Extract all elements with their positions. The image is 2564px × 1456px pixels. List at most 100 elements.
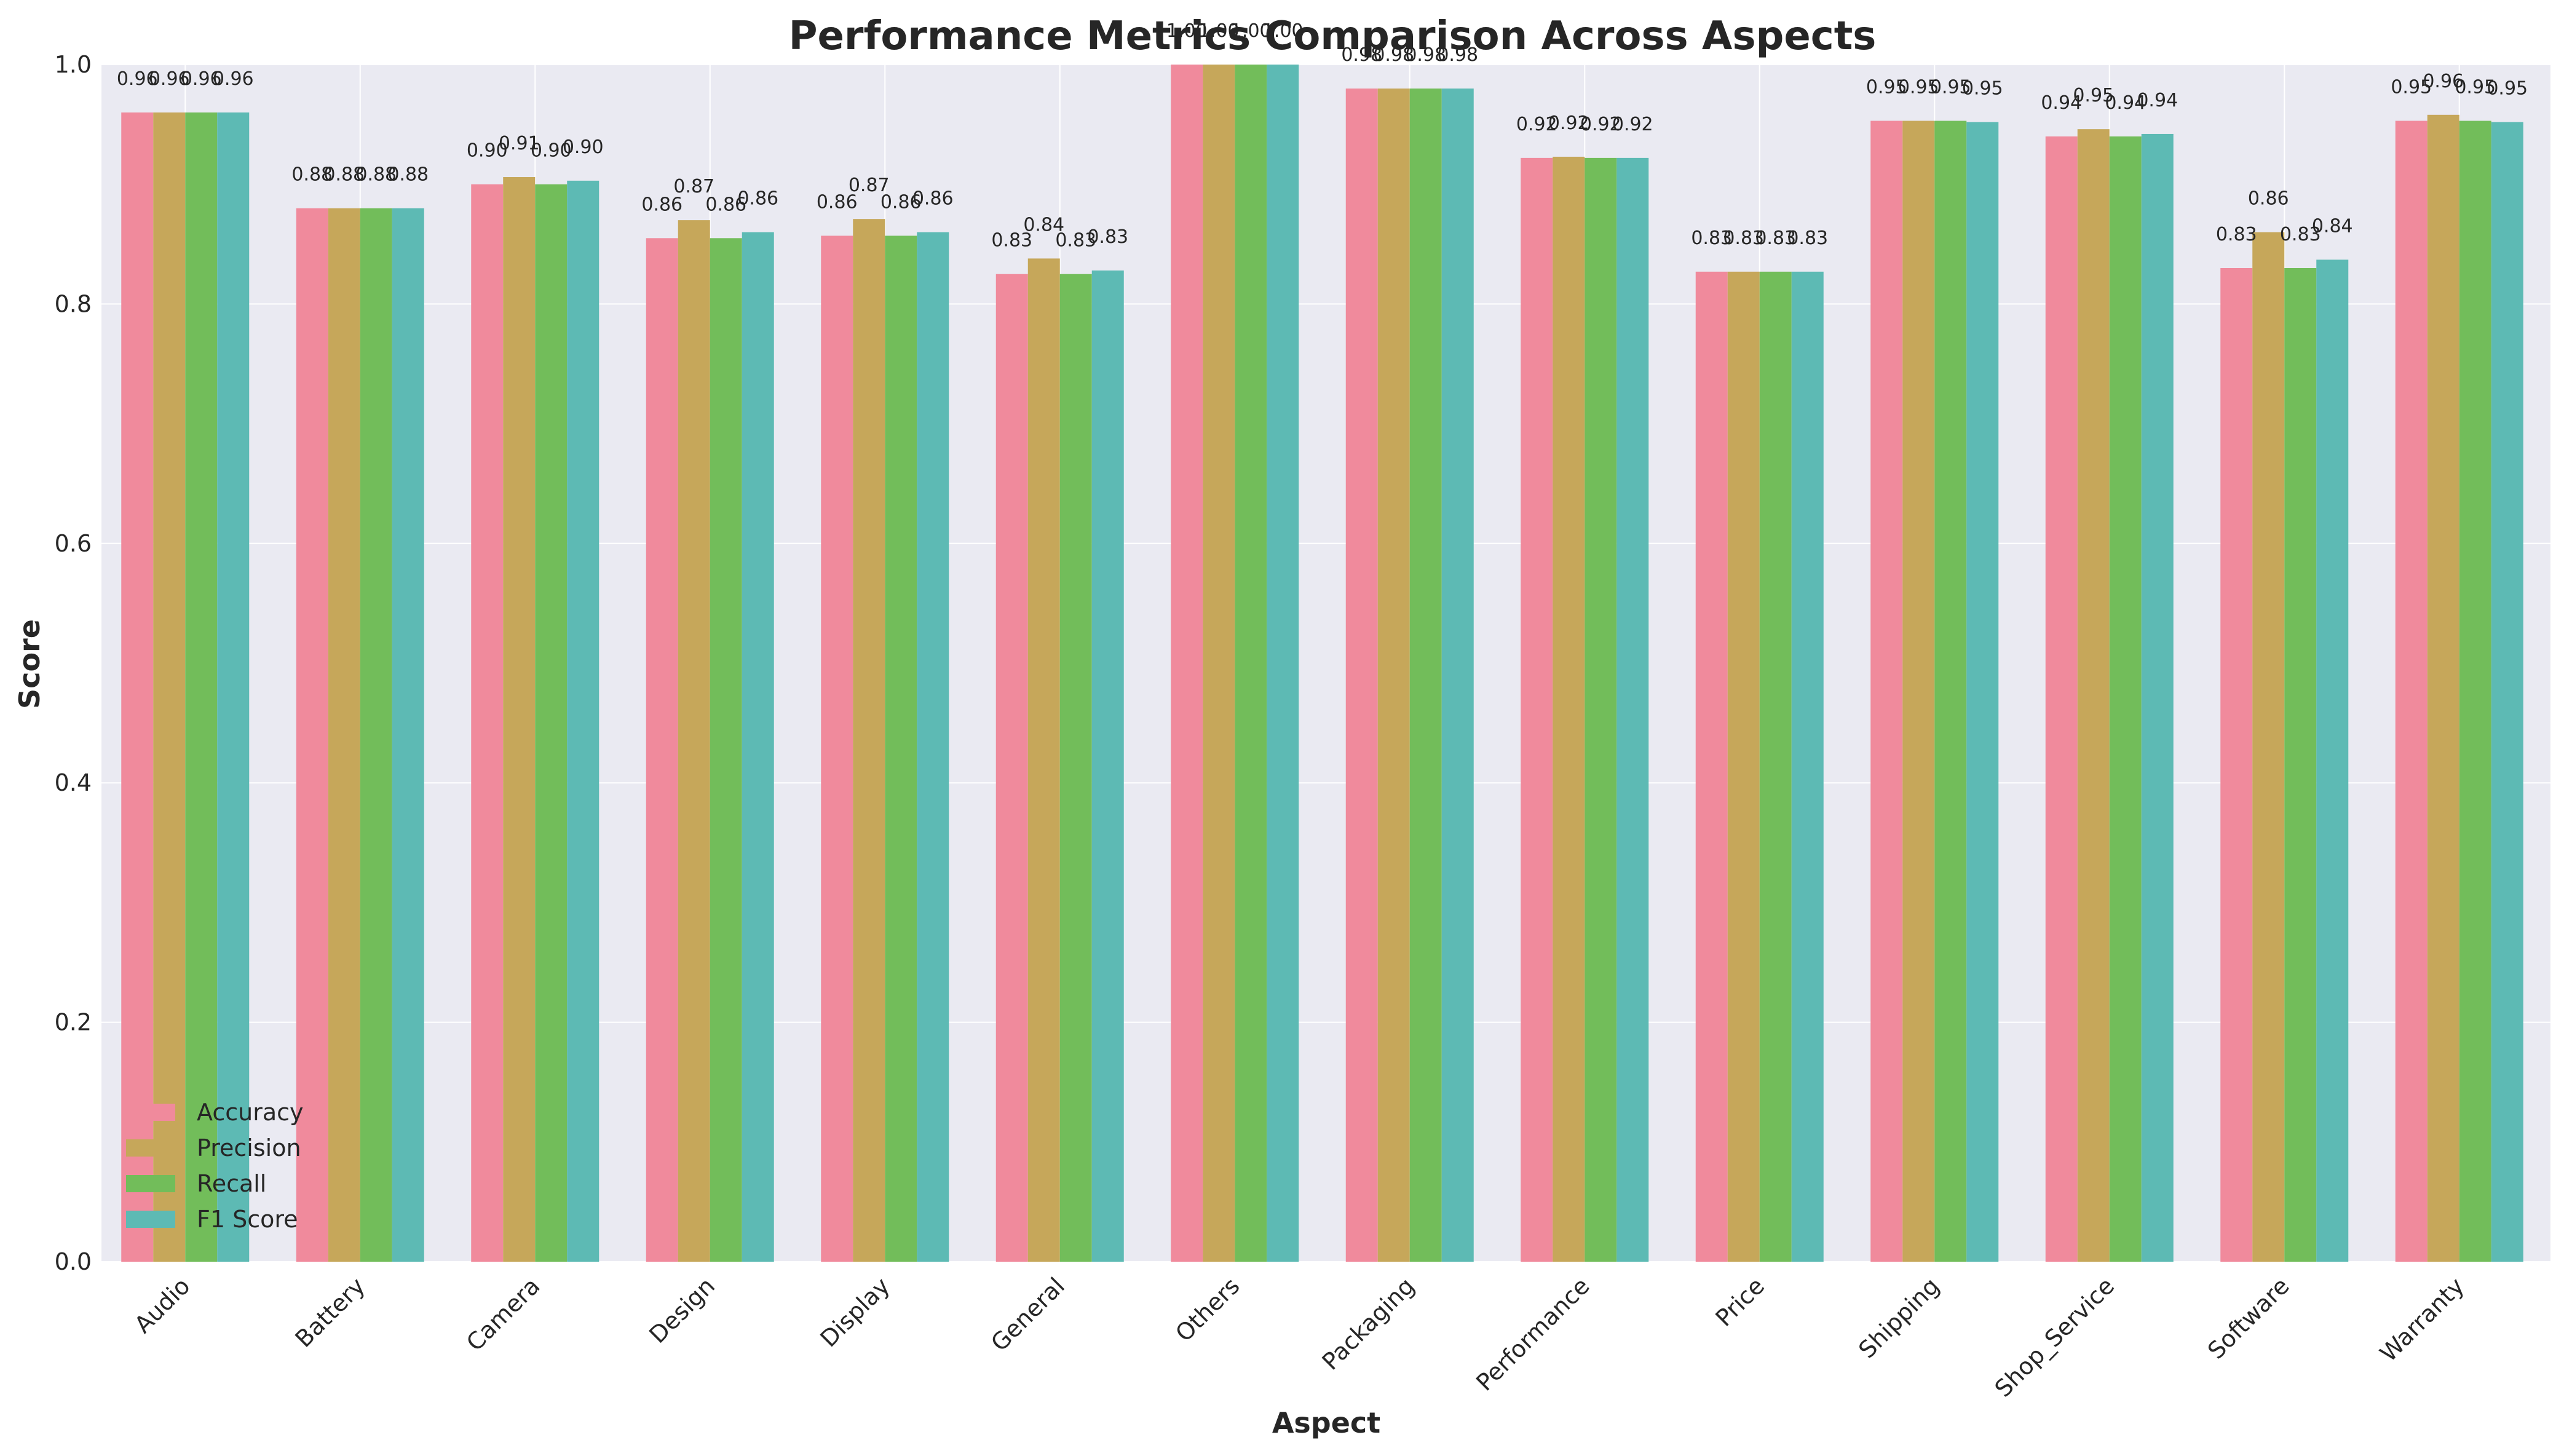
data-label: 1.00 — [1230, 20, 1272, 42]
legend-label: Precision — [197, 1134, 301, 1161]
legend-label: F1 Score — [197, 1206, 298, 1233]
bar-accuracy-others — [1171, 65, 1203, 1262]
data-label: 0.86 — [705, 194, 746, 215]
bar-recall-packaging — [1409, 88, 1442, 1262]
data-label: 0.88 — [291, 164, 333, 186]
data-label: 0.95 — [2455, 77, 2496, 98]
data-label: 0.96 — [2423, 71, 2464, 92]
data-label: 0.83 — [1087, 226, 1128, 248]
bar-recall-design — [710, 238, 742, 1262]
bar-recall-warranty — [2459, 121, 2491, 1262]
data-label: 0.96 — [149, 68, 190, 90]
legend-label: Recall — [197, 1170, 266, 1197]
data-label: 0.86 — [737, 188, 778, 210]
data-label: 0.98 — [1405, 44, 1446, 66]
bar-f1-score-shop_service — [2141, 133, 2174, 1262]
bar-accuracy-packaging — [1345, 88, 1378, 1262]
bar-accuracy-audio — [121, 112, 154, 1262]
bar-accuracy-shipping — [1870, 121, 1903, 1262]
bar-precision-general — [1027, 258, 1060, 1262]
data-label: 0.92 — [1612, 114, 1653, 135]
y-tick-label: 0.4 — [55, 769, 92, 796]
bar-recall-general — [1059, 274, 1092, 1262]
bar-precision-packaging — [1377, 88, 1410, 1262]
data-label: 0.83 — [1691, 228, 1732, 249]
data-label: 0.95 — [1866, 77, 1907, 98]
chart-title: Performance Metrics Comparison Across As… — [789, 14, 1877, 59]
bar-f1-score-battery — [392, 208, 424, 1262]
bar-accuracy-battery — [296, 208, 328, 1262]
data-label: 1.00 — [1198, 20, 1240, 42]
legend-swatch — [126, 1139, 175, 1157]
bar-recall-software — [2284, 267, 2317, 1262]
data-label: 0.96 — [213, 68, 254, 90]
bar-accuracy-shop_service — [2045, 136, 2078, 1262]
bar-accuracy-warranty — [2395, 121, 2427, 1262]
data-label: 0.90 — [531, 140, 572, 162]
data-label: 0.90 — [467, 140, 508, 162]
data-label: 0.86 — [817, 191, 858, 213]
data-label: 0.95 — [2391, 77, 2432, 98]
data-label: 1.00 — [1166, 20, 1208, 42]
data-label: 0.95 — [2073, 85, 2114, 106]
bar-recall-camera — [535, 184, 568, 1262]
data-label: 0.96 — [117, 68, 158, 90]
legend-swatch — [126, 1175, 175, 1192]
bar-accuracy-software — [2220, 267, 2253, 1262]
bar-recall-shipping — [1934, 121, 1967, 1262]
bar-precision-warranty — [2427, 114, 2459, 1262]
bar-f1-score-warranty — [2491, 122, 2523, 1262]
y-tick-label: 1.0 — [55, 51, 92, 78]
bar-recall-price — [1759, 271, 1792, 1262]
bar-precision-price — [1727, 271, 1760, 1262]
bar-f1-score-display — [917, 232, 949, 1262]
bars — [121, 65, 2523, 1262]
data-label: 0.96 — [181, 68, 222, 90]
data-label: 0.88 — [323, 164, 365, 186]
bar-f1-score-shipping — [1966, 122, 1999, 1262]
bar-precision-design — [678, 220, 710, 1262]
bar-precision-others — [1203, 65, 1235, 1262]
bar-accuracy-display — [821, 235, 853, 1262]
data-label: 0.86 — [880, 191, 922, 213]
bar-accuracy-camera — [471, 184, 504, 1262]
bar-precision-audio — [153, 112, 186, 1262]
data-label: 0.83 — [2216, 224, 2257, 245]
data-label: 0.94 — [2105, 92, 2146, 114]
bar-recall-display — [885, 235, 917, 1262]
bar-precision-battery — [328, 208, 360, 1262]
legend-label: Accuracy — [197, 1099, 304, 1126]
y-axis-title: Score — [13, 619, 46, 709]
y-tick-label: 0.8 — [55, 290, 92, 317]
bar-precision-performance — [1553, 156, 1585, 1262]
data-label: 0.84 — [2312, 215, 2353, 237]
x-axis-title: Aspect — [1272, 1406, 1380, 1439]
data-label: 0.95 — [1962, 77, 2003, 99]
data-label: 0.86 — [641, 194, 683, 215]
bar-accuracy-general — [995, 274, 1028, 1262]
bar-f1-score-camera — [567, 180, 599, 1262]
bar-precision-shop_service — [2077, 129, 2110, 1262]
bar-recall-battery — [360, 208, 392, 1262]
data-label: 0.88 — [355, 164, 397, 186]
bar-precision-software — [2252, 232, 2285, 1262]
data-label: 0.98 — [1341, 44, 1382, 66]
data-labels: 0.960.880.900.86 0.860.831.000.980.920.83… — [117, 20, 2528, 251]
legend-swatch — [126, 1211, 175, 1228]
data-label: 0.98 — [1437, 44, 1478, 66]
bar-accuracy-performance — [1521, 157, 1553, 1262]
legend: Accuracy Precision Recall F1 Score — [126, 1099, 304, 1233]
legend-swatch — [126, 1104, 175, 1121]
bar-recall-audio — [185, 112, 218, 1262]
data-label: 0.95 — [1898, 77, 1939, 98]
data-label: 0.86 — [912, 188, 954, 210]
data-label: 0.94 — [2137, 90, 2178, 111]
y-axis-ticks: 0.0 0.2 0.4 0.6 0.8 1.0 — [55, 51, 92, 1275]
plot-area — [101, 65, 2550, 1262]
data-label: 0.94 — [2041, 92, 2082, 114]
data-label: 0.92 — [1548, 113, 1589, 134]
bar-f1-score-general — [1091, 270, 1124, 1262]
data-label: 0.83 — [991, 230, 1032, 251]
data-label: 0.86 — [2248, 188, 2289, 210]
